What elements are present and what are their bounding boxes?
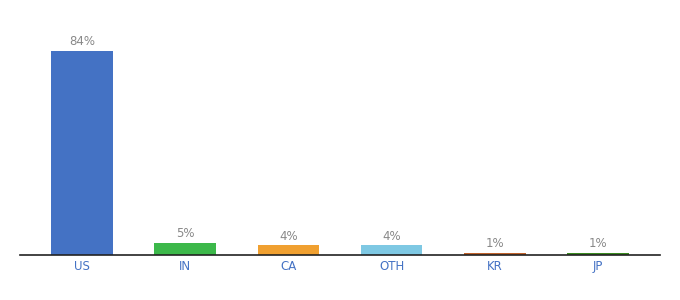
Bar	[567, 253, 629, 255]
Text: 4%: 4%	[279, 230, 298, 243]
Bar	[51, 51, 113, 255]
Text: 84%: 84%	[69, 35, 95, 48]
Bar	[154, 243, 216, 255]
Text: 4%: 4%	[382, 230, 401, 243]
Text: 5%: 5%	[176, 227, 194, 240]
Text: 1%: 1%	[588, 237, 607, 250]
Bar	[360, 245, 422, 255]
Bar	[258, 245, 320, 255]
Bar	[464, 253, 526, 255]
Text: 1%: 1%	[486, 237, 504, 250]
